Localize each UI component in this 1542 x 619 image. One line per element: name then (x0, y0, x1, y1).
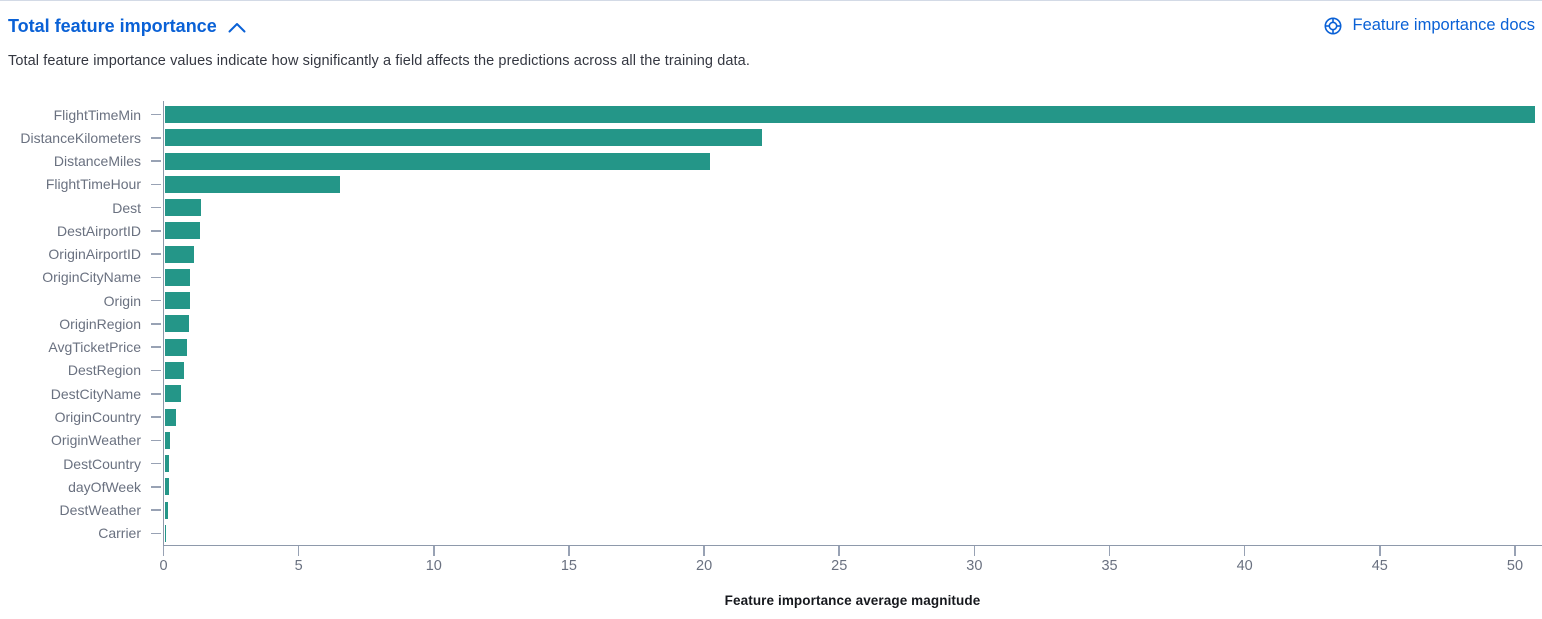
y-axis-tick (151, 183, 161, 186)
y-axis-line (162, 101, 164, 545)
bar-OriginCountry[interactable] (164, 408, 177, 426)
y-axis-label: Origin (103, 292, 141, 309)
x-axis-tick (433, 546, 435, 556)
x-axis-tick (568, 546, 570, 556)
y-axis-label: OriginAirportID (48, 246, 141, 263)
x-axis-tick-label: 15 (560, 558, 577, 574)
y-axis-tick (151, 393, 161, 395)
section-description: Total feature importance values indicate… (8, 53, 750, 69)
y-axis-tick (151, 532, 161, 535)
y-axis-tick (151, 160, 161, 162)
x-axis-tick (1379, 546, 1381, 556)
bar-OriginCityName[interactable] (164, 268, 191, 286)
y-axis-tick (151, 369, 161, 372)
y-axis-label: OriginCityName (42, 269, 141, 286)
bar-DistanceMiles[interactable] (164, 152, 711, 170)
documentation-icon (1323, 16, 1343, 36)
x-axis-tick-label: 40 (1236, 558, 1253, 574)
feature-importance-docs-link[interactable]: Feature importance docs (1323, 14, 1535, 36)
x-axis-tick-label: 5 (294, 558, 303, 574)
y-axis-label: OriginCountry (54, 409, 141, 425)
docs-link-label: Feature importance docs (1352, 15, 1535, 34)
bar-Carrier[interactable] (164, 524, 167, 542)
x-axis-tick-label: 45 (1371, 558, 1388, 574)
y-axis-tick (151, 439, 161, 442)
x-axis-tick-label: 20 (696, 558, 713, 574)
bar-DestCountry[interactable] (164, 455, 170, 473)
bar-FlightTimeHour[interactable] (164, 175, 341, 193)
y-axis-label: FlightTimeHour (45, 176, 141, 193)
y-axis-label: DestWeather (59, 502, 141, 519)
chevron-up-icon (228, 17, 246, 38)
y-axis-label: FlightTimeMin (53, 106, 141, 123)
bar-OriginRegion[interactable] (164, 315, 189, 333)
bar-Origin[interactable] (164, 292, 190, 310)
x-axis-tick-label: 0 (159, 558, 168, 574)
x-axis-tick (973, 546, 976, 556)
y-axis-label: OriginRegion (59, 315, 141, 332)
x-axis-tick-label: 25 (831, 558, 848, 574)
y-axis-label: Dest (112, 199, 141, 216)
x-axis-tick-label: 10 (425, 558, 442, 574)
bar-DestWeather[interactable] (164, 501, 169, 519)
total-feature-importance-toggle[interactable]: Total feature importance (8, 14, 246, 38)
x-axis-tick (1243, 546, 1246, 556)
x-axis-tick (1108, 546, 1111, 556)
section-title: Total feature importance (8, 15, 217, 36)
x-axis-tick (297, 546, 300, 556)
x-axis-tick-label: 30 (966, 558, 983, 574)
x-axis-tick (1514, 546, 1516, 556)
bar-DestAirportID[interactable] (164, 222, 200, 240)
y-axis-tick (151, 137, 161, 139)
bar-AvgTicketPrice[interactable] (164, 338, 188, 356)
y-axis-tick (151, 230, 161, 232)
y-axis-label: DestAirportID (56, 222, 141, 239)
bar-Dest[interactable] (164, 199, 201, 217)
y-axis-tick (151, 276, 161, 279)
y-axis-tick (151, 509, 161, 511)
y-axis-label: dayOfWeek (68, 478, 141, 495)
bar-OriginAirportID[interactable] (164, 245, 194, 263)
bar-FlightTimeMin[interactable] (164, 106, 1535, 124)
bar-OriginWeather[interactable] (164, 431, 171, 449)
y-axis-tick (151, 299, 161, 302)
bar-DistanceKilometers[interactable] (164, 129, 762, 147)
y-axis-tick (151, 323, 161, 325)
bar-DestCityName[interactable] (164, 385, 181, 403)
x-axis-tick (703, 546, 705, 556)
x-axis-tick-label: 35 (1101, 558, 1118, 574)
y-axis-tick (151, 206, 161, 209)
bar-dayOfWeek[interactable] (164, 478, 169, 496)
y-axis-label: OriginWeather (50, 432, 141, 449)
y-axis-tick (151, 486, 161, 488)
y-axis-label: DistanceMiles (53, 153, 141, 170)
y-axis-label: AvgTicketPrice (48, 339, 141, 356)
bar-DestRegion[interactable] (164, 361, 184, 379)
x-axis-tick (838, 546, 840, 556)
x-axis-tick (162, 546, 165, 556)
x-axis-title: Feature importance average magnitude (724, 593, 981, 608)
y-axis-tick (151, 346, 161, 348)
y-axis-tick (151, 416, 161, 418)
y-axis-label: DistanceKilometers (20, 129, 141, 146)
y-axis-tick (151, 253, 161, 255)
y-axis-label: DestCityName (50, 385, 141, 402)
y-axis-label: DestRegion (67, 362, 141, 379)
y-axis-label: Carrier (98, 525, 141, 542)
x-axis-line (162, 544, 1542, 546)
x-axis-tick-label: 50 (1506, 558, 1524, 574)
y-axis-label: DestCountry (63, 455, 141, 472)
y-axis-tick (151, 462, 161, 465)
y-axis-tick (151, 113, 161, 116)
